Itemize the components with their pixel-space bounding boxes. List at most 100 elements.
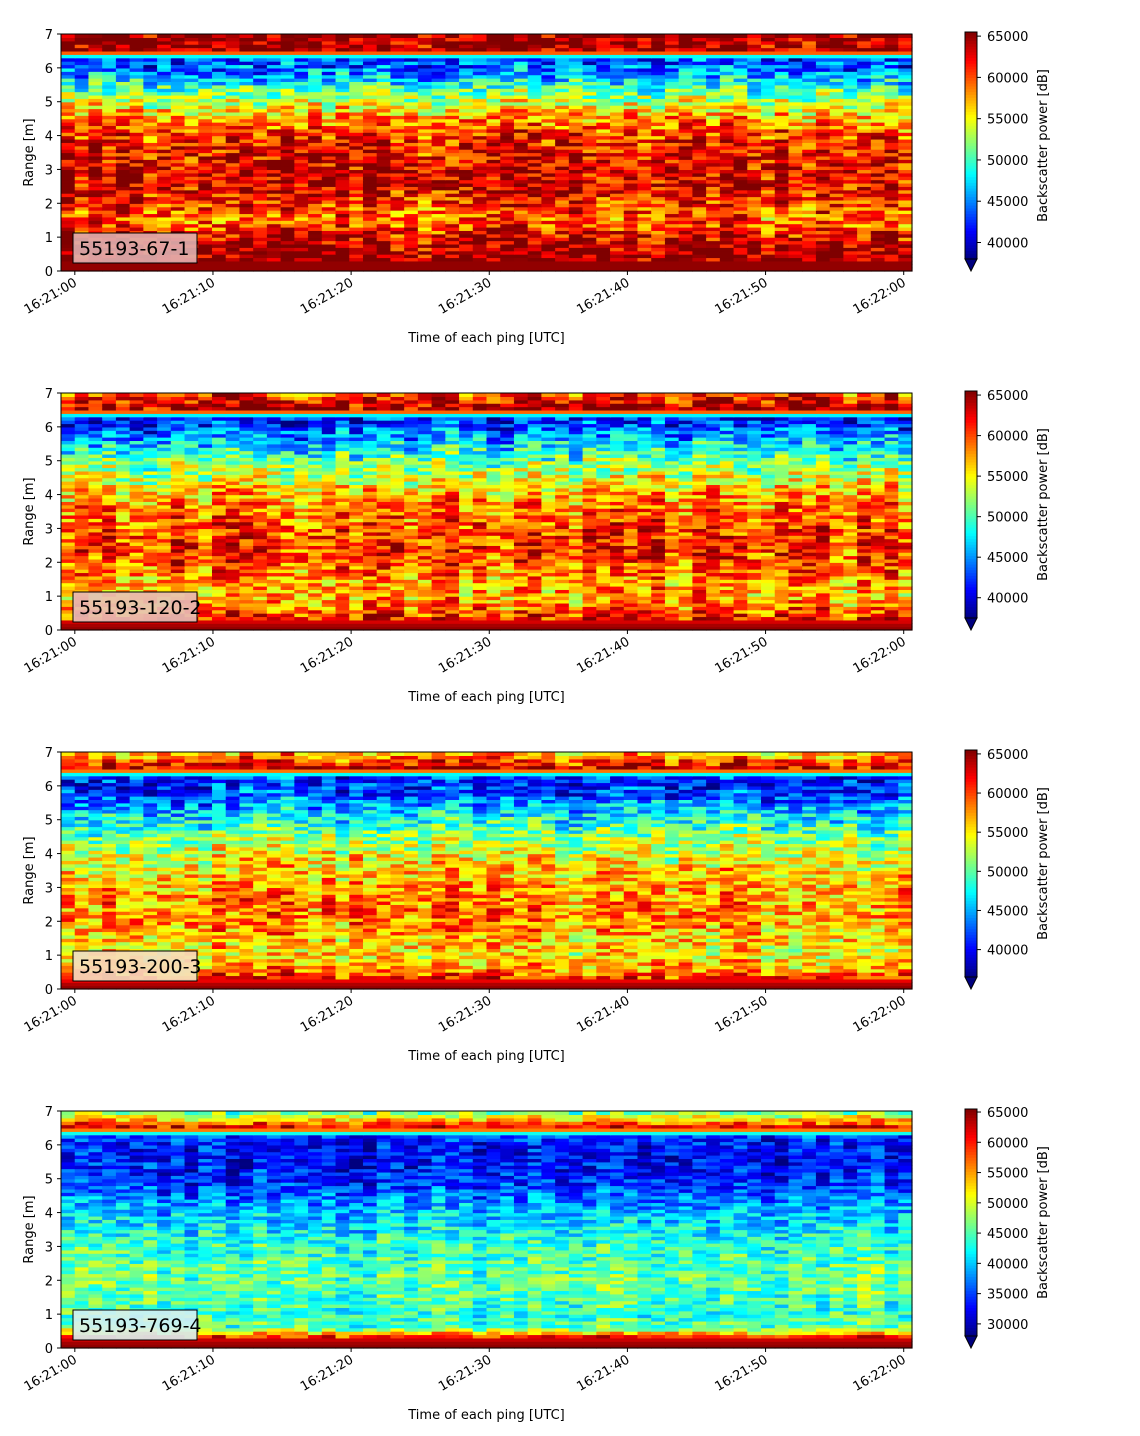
heatmap-cell xyxy=(308,254,323,259)
heatmap-cell xyxy=(541,240,556,245)
heatmap-cell xyxy=(362,260,378,265)
heatmap-cell xyxy=(239,206,254,211)
y-tick-label: 7 xyxy=(45,28,53,43)
heatmap-cell xyxy=(857,155,872,160)
colorbar-segment xyxy=(965,77,977,81)
heatmap-cell xyxy=(582,240,597,245)
heatmap-cell xyxy=(390,226,405,231)
heatmap-cell xyxy=(472,233,488,238)
heatmap-cell xyxy=(308,193,323,198)
heatmap-cell xyxy=(802,230,817,235)
heatmap-cell xyxy=(321,172,337,177)
heatmap-cell xyxy=(129,196,144,201)
heatmap-cell xyxy=(788,172,803,177)
heatmap-cell xyxy=(527,199,543,204)
heatmap-cell xyxy=(184,226,199,231)
heatmap-cell xyxy=(225,250,241,255)
heatmap-cell xyxy=(555,182,570,187)
heatmap-cell xyxy=(115,203,131,208)
heatmap-cell xyxy=(253,237,268,242)
heatmap-cell xyxy=(802,199,817,204)
heatmap-cell xyxy=(706,264,721,269)
heatmap-cell xyxy=(445,169,460,174)
heatmap-cell xyxy=(417,233,433,238)
heatmap-cell xyxy=(211,138,227,143)
heatmap-cell xyxy=(321,216,337,221)
heatmap-cell xyxy=(198,176,213,181)
heatmap-cell xyxy=(513,193,529,198)
heatmap-cell xyxy=(568,264,584,269)
heatmap-cell xyxy=(225,196,241,201)
heatmap-cell xyxy=(857,206,872,211)
heatmap-cell xyxy=(115,138,131,143)
heatmap-cell xyxy=(225,166,241,171)
heatmap-cell xyxy=(459,213,474,218)
heatmap-cell xyxy=(623,210,639,215)
heatmap-cell xyxy=(472,210,488,215)
heatmap-cell xyxy=(898,169,913,174)
heatmap-cell xyxy=(555,162,570,167)
heatmap-cell xyxy=(664,210,680,215)
heatmap-cell xyxy=(692,247,707,252)
heatmap-cell xyxy=(459,145,474,150)
heatmap-cell xyxy=(513,243,529,248)
heatmap-cell xyxy=(719,145,735,150)
heatmap-cell xyxy=(829,240,844,245)
heatmap-cell xyxy=(637,189,652,194)
heatmap-cell xyxy=(362,243,378,248)
heatmap-cell xyxy=(74,267,90,272)
heatmap-cell xyxy=(253,34,268,38)
heatmap-cell xyxy=(870,142,886,147)
heatmap-cell xyxy=(596,260,611,265)
heatmap-cell xyxy=(170,213,186,218)
heatmap-cell xyxy=(678,260,693,265)
heatmap-cell xyxy=(788,138,803,143)
heatmap-cell xyxy=(253,250,268,255)
heatmap-cell xyxy=(610,267,625,272)
heatmap-cell xyxy=(761,243,776,248)
heatmap-cell xyxy=(472,237,488,242)
heatmap-cell xyxy=(376,267,392,272)
heatmap-cell xyxy=(733,142,748,147)
heatmap-cell xyxy=(390,166,405,171)
heatmap-cell xyxy=(857,213,872,218)
heatmap-cell xyxy=(239,267,254,272)
heatmap-cell xyxy=(500,145,515,150)
heatmap-cell xyxy=(761,216,776,221)
heatmap-cell xyxy=(610,182,625,187)
heatmap-cell xyxy=(294,243,309,248)
heatmap-cell xyxy=(623,233,639,238)
heatmap-cell xyxy=(404,159,419,164)
heatmap-cell xyxy=(349,155,364,160)
heatmap-cell xyxy=(500,237,515,242)
heatmap-cell xyxy=(376,179,392,184)
heatmap-cell xyxy=(541,149,556,154)
colorbar-segment xyxy=(965,68,977,73)
heatmap-cell xyxy=(788,145,803,150)
heatmap-cell xyxy=(143,193,158,198)
heatmap-cell xyxy=(733,220,748,225)
heatmap-cell xyxy=(623,199,639,204)
heatmap-cell xyxy=(815,138,831,143)
heatmap-cell xyxy=(115,199,131,204)
heatmap-cell xyxy=(596,247,611,252)
heatmap-cell xyxy=(459,226,474,231)
heatmap-cell xyxy=(500,152,515,157)
heatmap-cell xyxy=(362,213,378,218)
heatmap-cell xyxy=(829,166,844,171)
heatmap-cell xyxy=(239,243,254,248)
heatmap-cell xyxy=(211,186,227,191)
heatmap-cell xyxy=(115,223,131,228)
heatmap-cell xyxy=(788,226,803,231)
heatmap-cell xyxy=(266,216,282,221)
heatmap-cell xyxy=(349,250,364,255)
heatmap-cell xyxy=(376,213,392,218)
heatmap-cell xyxy=(280,34,295,38)
heatmap-cell xyxy=(719,196,735,201)
x-tick-label: 16:21:50 xyxy=(712,275,770,317)
heatmap-cell xyxy=(761,240,776,245)
heatmap-cell xyxy=(774,267,790,272)
heatmap-cell xyxy=(143,223,158,228)
heatmap-cell xyxy=(404,240,419,245)
heatmap-cell xyxy=(376,216,392,221)
